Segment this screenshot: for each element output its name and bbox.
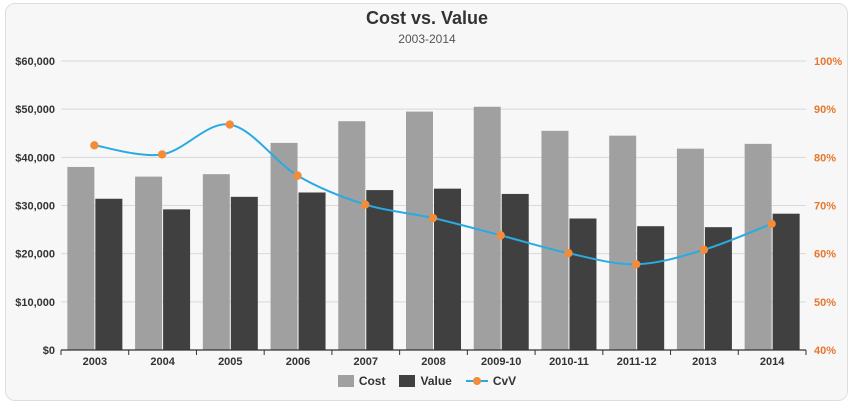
bar-cost	[609, 135, 637, 350]
y-right-tick-label: 70%	[814, 201, 836, 213]
x-tick-label: 2013	[692, 356, 716, 368]
y-left-tick-label: $40,000	[15, 152, 55, 164]
legend-item-value[interactable]: Value	[399, 374, 452, 388]
cvv-point	[564, 248, 573, 258]
cvv-point	[293, 171, 302, 180]
y-right-tick-label: 60%	[814, 249, 836, 261]
bar-cost	[473, 106, 501, 350]
x-tick-label: 2009-10	[481, 356, 521, 368]
y-left-tick-label: $20,000	[15, 249, 55, 261]
bar-cost	[135, 176, 163, 350]
bar-value	[163, 209, 191, 350]
bar-value	[569, 218, 597, 350]
y-right-tick-label: 50%	[814, 297, 836, 309]
cvv-point	[699, 245, 709, 255]
bar-value	[230, 196, 258, 350]
cvv-point	[428, 213, 438, 223]
legend-swatch-cost	[337, 375, 354, 387]
chart-title: Cost vs. Value	[365, 8, 489, 28]
y-right-tick-label: 90%	[814, 104, 836, 116]
bar-cost	[744, 143, 772, 350]
legend-item-cost[interactable]: Cost	[337, 374, 386, 388]
y-left-tick-label: $30,000	[15, 201, 55, 213]
legend-label-value: Value	[420, 374, 452, 388]
bar-value	[501, 193, 529, 350]
bar-value	[434, 188, 461, 350]
y-left-tick-label: $0	[43, 345, 55, 357]
bar-cost	[67, 166, 95, 350]
bar-cost	[676, 148, 704, 350]
x-tick-label: 2006	[286, 356, 310, 368]
bar-cost	[202, 174, 230, 350]
bar-value	[772, 213, 800, 350]
bar-cost	[270, 142, 298, 350]
y-right-tick-label: 100%	[814, 56, 842, 68]
cvv-point	[225, 120, 235, 129]
x-tick-label: 2004	[150, 356, 175, 368]
y-left-tick-label: $50,000	[15, 104, 55, 116]
x-tick-label: 2010-11	[549, 356, 589, 368]
cvv-point	[90, 141, 99, 150]
cvv-point	[631, 260, 641, 269]
x-tick-label: 2005	[218, 356, 242, 368]
y-right-tick-label: 40%	[814, 345, 836, 357]
x-tick-label: 2014	[760, 356, 785, 368]
legend-label-cost: Cost	[358, 374, 386, 388]
bar-value	[95, 198, 123, 350]
x-tick-label: 2003	[83, 356, 107, 368]
x-tick-label: 2011-12	[617, 356, 657, 368]
cvv-point	[767, 219, 776, 229]
x-tick-label: 2007	[354, 356, 378, 368]
bar-cost	[338, 121, 366, 350]
bar-cost	[406, 111, 433, 350]
y-left-tick-label: $60,000	[15, 56, 55, 68]
bar-value	[366, 190, 394, 350]
bar-value	[637, 226, 665, 350]
legend-swatch-cvv	[465, 375, 488, 387]
y-right-tick-label: 80%	[814, 152, 836, 164]
legend: Cost Value CvV	[0, 374, 854, 388]
chart-subtitle: 2003-2014	[398, 32, 456, 46]
legend-label-cvv: CvV	[492, 374, 517, 388]
legend-swatch-value	[399, 375, 416, 387]
y-left-tick-label: $10,000	[15, 297, 55, 309]
cvv-point	[157, 150, 167, 159]
cvv-point	[496, 231, 505, 240]
bar-cost	[541, 130, 569, 350]
cvv-point	[361, 200, 370, 209]
x-tick-label: 2008	[421, 356, 445, 368]
legend-item-cvv[interactable]: CvV	[465, 374, 517, 388]
bar-value	[298, 192, 326, 350]
